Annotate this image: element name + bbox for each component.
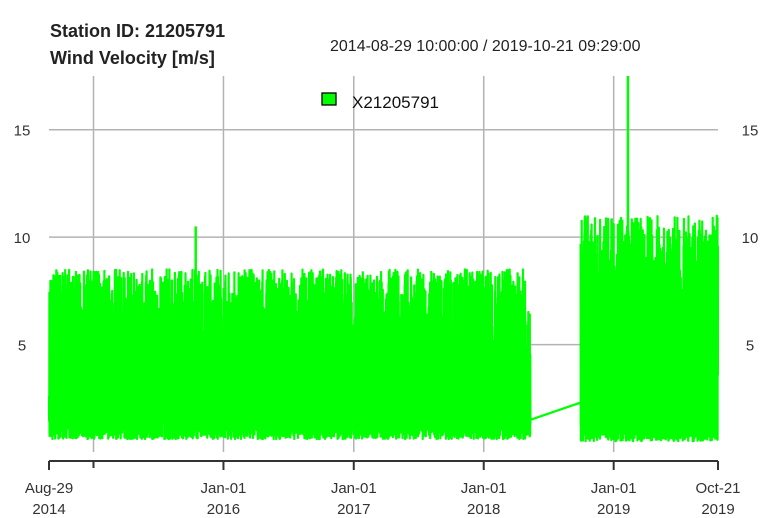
x-tick-label: Jan-01 (331, 480, 377, 497)
x-tick-label: Jan-01 (461, 480, 507, 497)
x-tick-year-label: 2019 (597, 501, 630, 518)
y-tick-label-left: 5 (18, 338, 26, 355)
y-tick-label-left: 15 (14, 123, 31, 140)
x-tick-year-label: 2018 (467, 501, 500, 518)
y-tick-label-left: 10 (14, 230, 31, 247)
series-line (47, 214, 720, 443)
x-tick-year-label: 2014 (32, 501, 65, 518)
x-tick-label: Oct-21 (695, 480, 740, 497)
y-axis-label: Wind Velocity [m/s] (50, 48, 215, 68)
y-tick-label-right: 10 (742, 230, 759, 247)
x-tick-label: Jan-01 (201, 480, 247, 497)
legend-swatch (321, 92, 337, 106)
legend-label: X21205791 (352, 93, 439, 112)
axes: 5 5 10 10 15 15 Aug-29 2014 Jan-01 2016 Jan-01 2017… (14, 123, 759, 518)
x-tick-year-label: 2017 (337, 501, 370, 518)
x-tick-year-label: 2016 (207, 501, 240, 518)
x-tick-year-label: 2019 (701, 501, 734, 518)
date-range-subtitle: 2014-08-29 10:00:00 / 2019-10-21 09:29:0… (330, 38, 641, 55)
y-tick-label-right: 5 (746, 338, 754, 355)
legend: X21205791 (321, 92, 439, 112)
plot-area (47, 76, 720, 443)
y-tick-label-right: 15 (742, 123, 759, 140)
x-tick-label: Aug-29 (25, 480, 73, 497)
chart-title: Station ID: 21205791 (50, 21, 226, 41)
x-tick-label: Jan-01 (591, 480, 637, 497)
